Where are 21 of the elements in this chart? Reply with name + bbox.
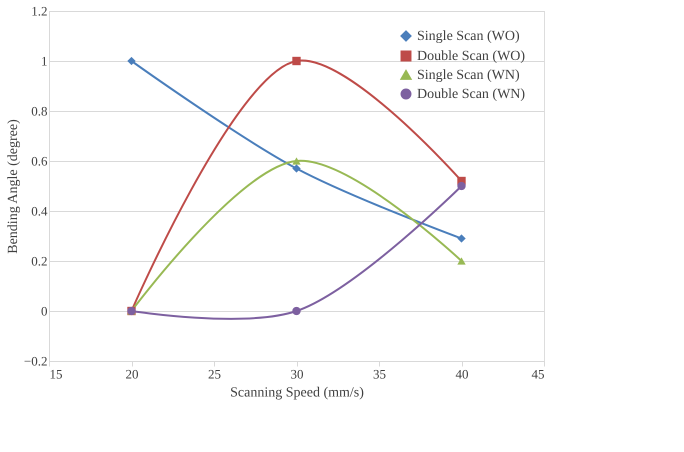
x-tick-label: 45 bbox=[532, 366, 544, 382]
y-tick-label: 1.2 bbox=[31, 4, 48, 18]
legend-label: Single Scan (WO) bbox=[417, 29, 520, 44]
x-tick-label: 30 bbox=[290, 366, 304, 382]
y-tick-label: −0.2 bbox=[24, 354, 48, 368]
x-tick-label: 20 bbox=[126, 366, 138, 382]
legend-label: Double Scan (WN) bbox=[417, 87, 526, 102]
legend-label: Double Scan (WO) bbox=[417, 49, 526, 64]
y-tick-label: 0.6 bbox=[31, 154, 48, 168]
x-tick-label: 25 bbox=[208, 366, 221, 382]
x-tick-label: 40 bbox=[456, 366, 468, 382]
y-tick-label: 0.8 bbox=[31, 104, 48, 118]
x-axis-title: Scanning Speed (mm/s) bbox=[230, 386, 364, 400]
y-tick-label: 0 bbox=[41, 304, 48, 318]
y-tick-label: 1 bbox=[41, 54, 48, 68]
legend-label: Single Scan (WN) bbox=[417, 68, 520, 83]
x-tick-label: 15 bbox=[50, 366, 62, 382]
y-axis-title: Bending Angle (degree) bbox=[6, 118, 21, 254]
y-tick-label: 0.2 bbox=[31, 254, 48, 268]
x-tick-label: 35 bbox=[373, 366, 386, 382]
y-tick-label: 0.4 bbox=[31, 204, 48, 218]
